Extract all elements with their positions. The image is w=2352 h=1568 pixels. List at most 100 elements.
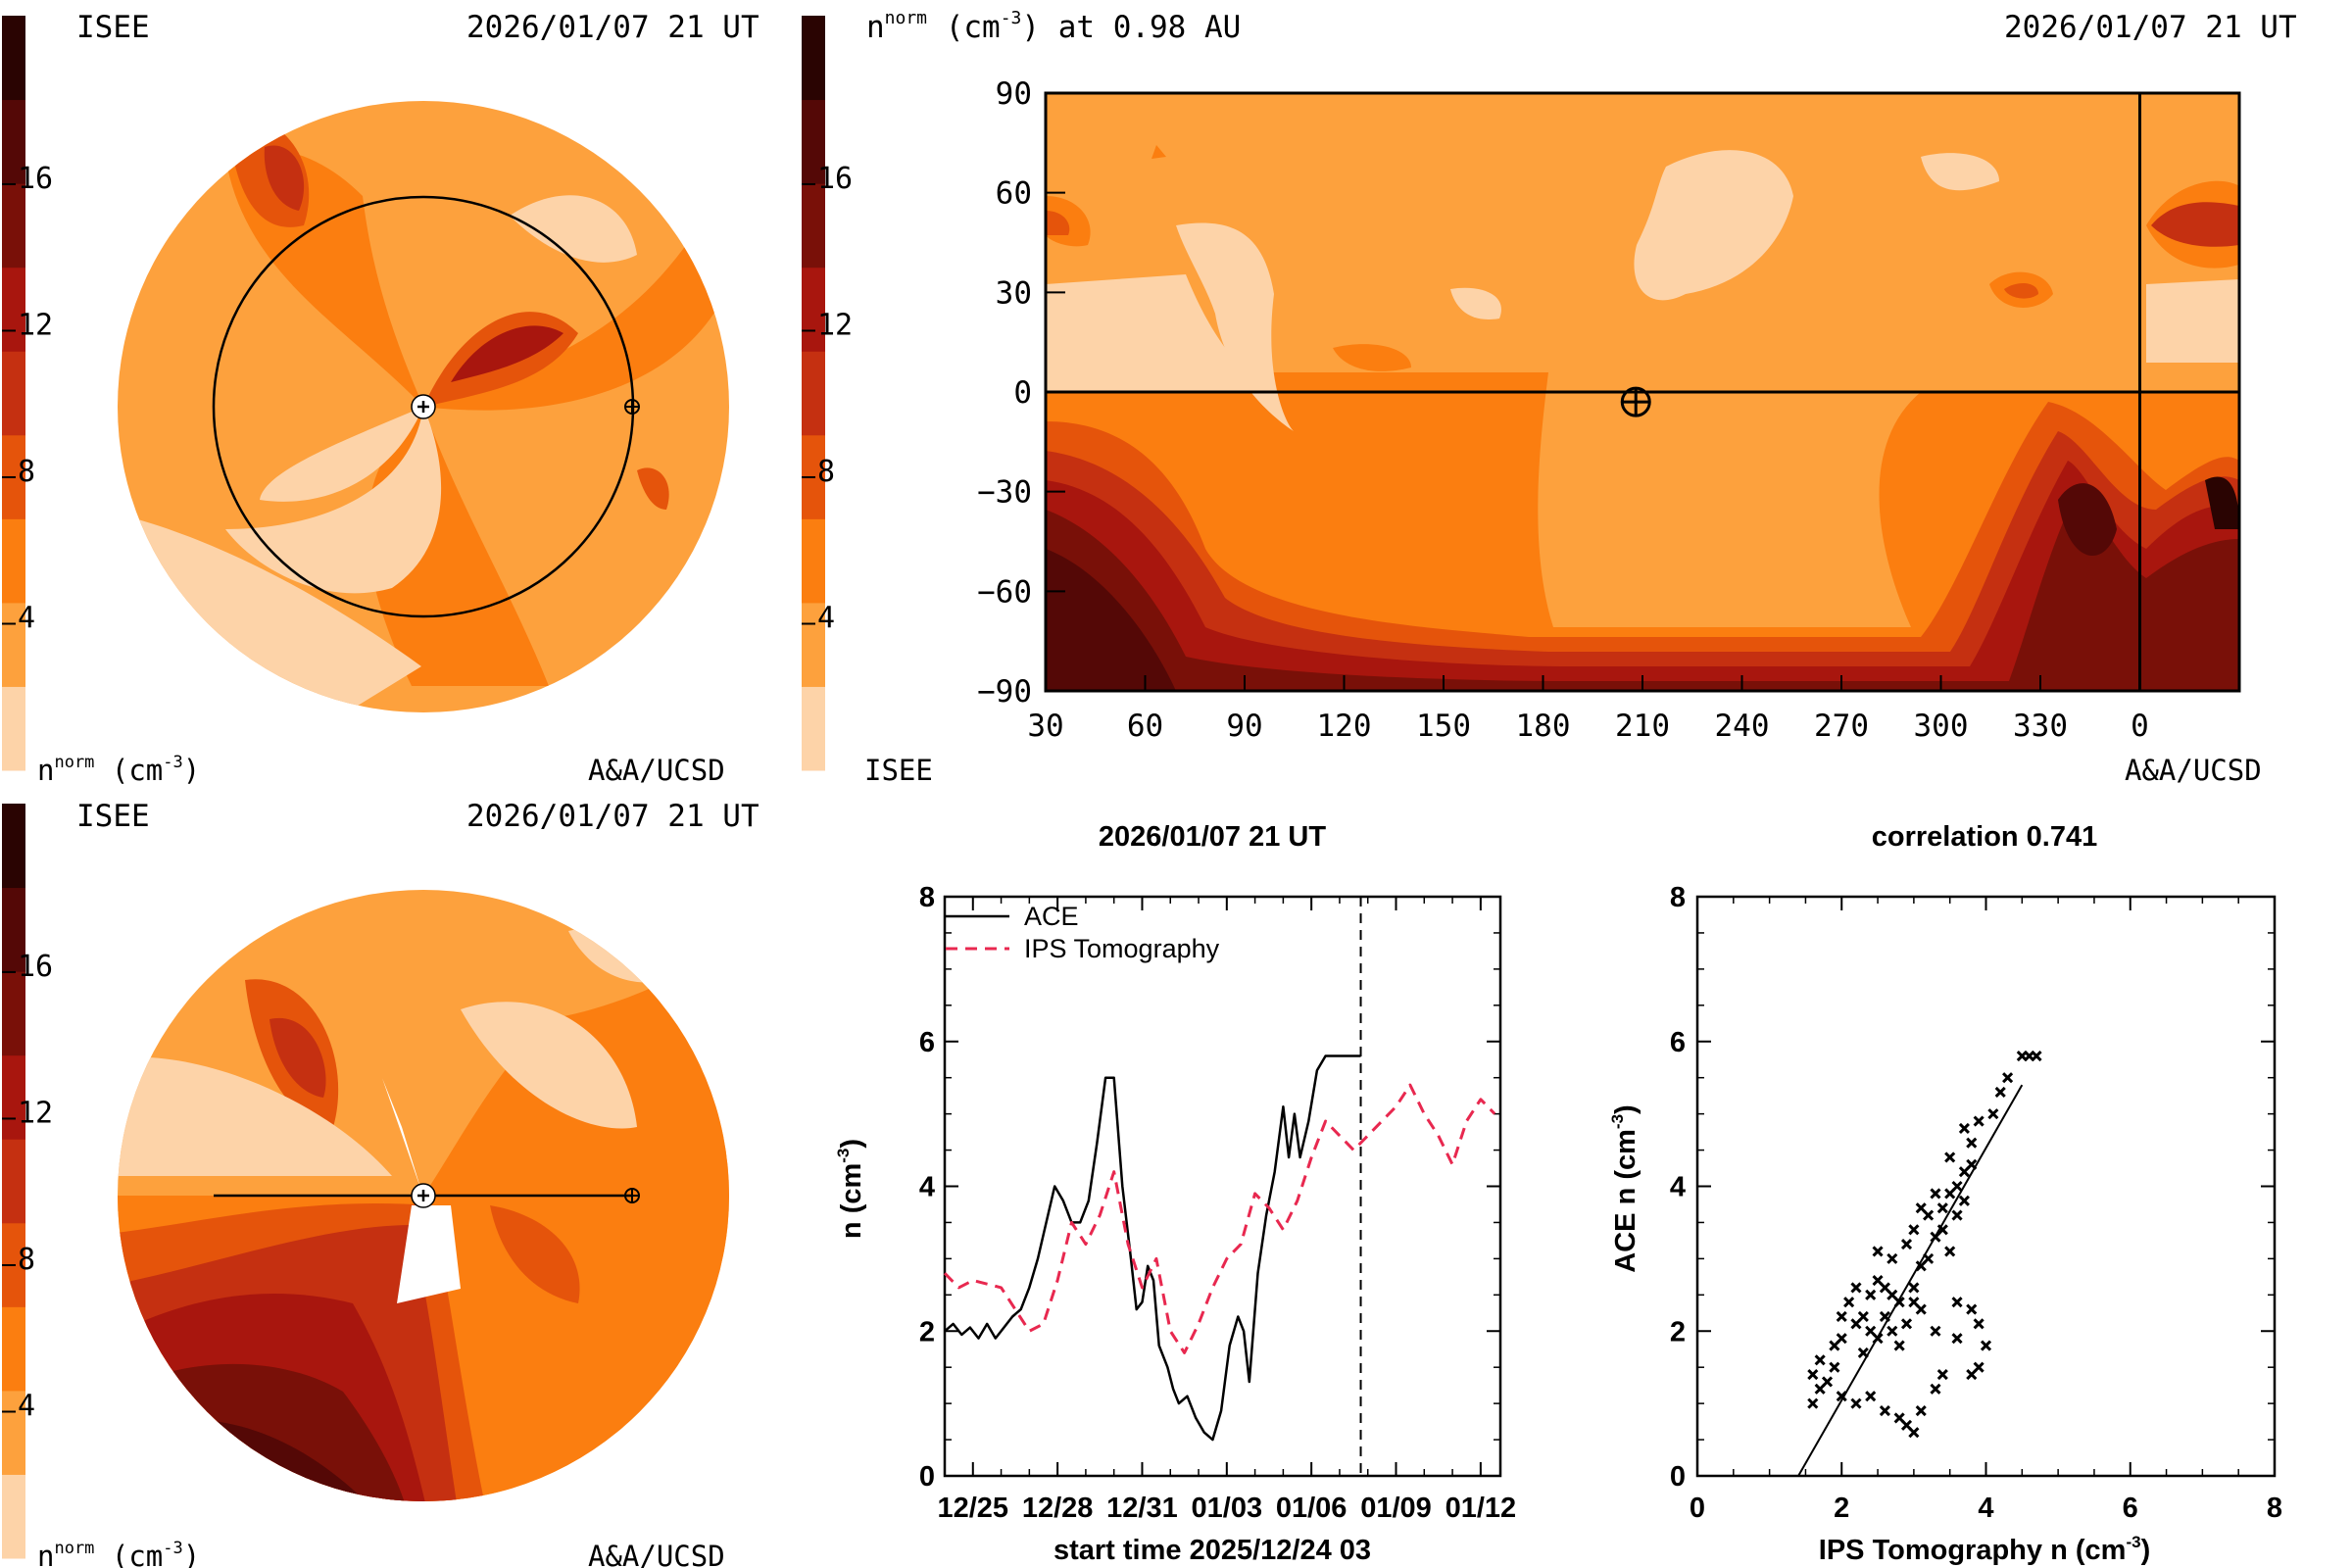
scatter-point: [2002, 1072, 2014, 1084]
colorbar-tick-label: 16: [18, 950, 53, 984]
scatter-point: [1936, 1369, 1948, 1381]
scatter-point: [1958, 1195, 1970, 1206]
density-region: [1176, 222, 1294, 431]
colorbar-band: [2, 1054, 25, 1140]
scatter-point: [1951, 1180, 1963, 1193]
colorbar-tick-label: 8: [18, 455, 35, 489]
synoptic-date: 2026/01/07 21 UT: [2004, 10, 2297, 45]
ecliptic-bottom-credit: A&A/UCSD: [588, 1540, 725, 1568]
data-gap-region: [397, 1205, 461, 1303]
scatter-axes: 0 2 4 6 8 0 2 4 6 8: [1670, 882, 2282, 1524]
ecliptic-top-label-left: ISEE: [76, 10, 150, 45]
synoptic-ytick-label: 0: [1013, 375, 1032, 411]
synoptic-xtick-label: 330: [2013, 709, 2068, 744]
scatter-point: [1850, 1282, 1862, 1294]
colorbar-band: [2, 99, 25, 184]
scatter-xlabel: IPS Tomography n (cm-3): [1819, 1533, 2150, 1566]
colorbar-band: [802, 686, 825, 771]
synoptic-ytick-label: 60: [996, 176, 1032, 212]
colorbar-tick-label: 12: [817, 308, 853, 342]
xtick-label: 12/25: [937, 1493, 1008, 1524]
ecliptic-bottom-units: nnorm (cm-3): [37, 1539, 200, 1568]
time-series-frame: [943, 895, 1502, 1478]
colorbar-tick-label: 12: [18, 308, 53, 342]
density-region: [1152, 145, 1166, 159]
ace-series-line: [944, 1054, 1361, 1442]
synoptic-label-left: ISEE: [864, 754, 933, 787]
scatter-ylabel: ACE n (cm-3): [1608, 1104, 1642, 1272]
regression-line: [1797, 1084, 2024, 1477]
synoptic-ytick-label: −60: [977, 574, 1032, 610]
ecliptic-top-credit: A&A/UCSD: [588, 754, 725, 787]
ytick-label: 8: [1670, 882, 1686, 913]
ytick-label: 0: [919, 1461, 935, 1493]
xtick-label: 12/31: [1106, 1493, 1178, 1524]
scatter-point: [1893, 1412, 1905, 1424]
earth-cross-icon: [625, 1189, 639, 1202]
scatter-point: [1944, 1246, 1956, 1257]
colorbar-band: [802, 267, 825, 352]
synoptic-xtick-label: 150: [1416, 709, 1471, 744]
scatter-point: [1951, 1297, 1963, 1308]
scatter-point: [1829, 1340, 1840, 1351]
scatter-point: [1821, 1376, 1834, 1388]
synoptic-xtick-label: 240: [1715, 709, 1770, 744]
scatter-point: [1886, 1325, 1898, 1337]
earth-cross-icon: [1622, 388, 1650, 416]
xtick-label: 0: [1690, 1493, 1705, 1524]
colorbar-band: [2, 686, 25, 771]
colorbar-band: [802, 183, 825, 269]
density-region: [637, 467, 669, 510]
scatter-point: [1973, 1115, 1984, 1127]
ecliptic-top-units: nnorm (cm-3): [37, 753, 200, 787]
synoptic-xtick-label: 210: [1615, 709, 1670, 744]
correlation-scatter-plot: correlation 0.741 0 2 4 6 8 0 2 4 6 8 IPS Tomogra…: [1608, 821, 2282, 1566]
ytick-label: 4: [1670, 1172, 1686, 1203]
time-series-title: 2026/01/07 21 UT: [1099, 821, 1326, 853]
scatter-point: [1879, 1404, 1890, 1417]
time-series-ylabel: n (cm-3): [834, 1139, 867, 1239]
ytick-label: 4: [919, 1172, 935, 1203]
legend-ace-label: ACE: [1024, 902, 1079, 931]
scatter-point: [1966, 1369, 1978, 1381]
scatter-point: [1966, 1158, 1978, 1170]
colorbar-band: [2, 804, 25, 889]
synoptic-xtick-label: 270: [1814, 709, 1869, 744]
scatter-point: [1958, 1122, 1970, 1134]
xtick-label: 4: [1978, 1493, 1993, 1524]
scatter-point: [1930, 1383, 1941, 1395]
colorbar-band: [2, 602, 25, 687]
density-region: [1046, 211, 1070, 235]
scatter-point: [1936, 1224, 1948, 1236]
ytick-label: 2: [919, 1316, 935, 1348]
synoptic-xtick-label: 90: [1226, 709, 1262, 744]
density-region: [423, 245, 725, 411]
scatter-point: [1857, 1347, 1869, 1358]
xtick-label: 6: [2123, 1493, 2138, 1524]
scatter-point: [1872, 1333, 1884, 1345]
scatter-point: [1923, 1252, 1935, 1264]
colorbar-band: [2, 971, 25, 1056]
xtick-label: 01/12: [1446, 1493, 1517, 1524]
ytick-label: 2: [1670, 1316, 1686, 1348]
scatter-point: [1900, 1239, 1913, 1250]
density-region: [270, 1017, 326, 1098]
xtick-label: 2: [1834, 1493, 1849, 1524]
density-region: [2205, 476, 2239, 529]
density-region: [2004, 282, 2038, 299]
scatter-point: [1836, 1310, 1847, 1323]
density-region: [225, 407, 442, 594]
scatter-point: [1807, 1397, 1819, 1409]
density-region: [1333, 344, 1411, 371]
scatter-point: [1879, 1310, 1890, 1323]
colorbar-synoptic: 16 12 8 4: [802, 16, 853, 771]
scatter-point: [1908, 1282, 1920, 1294]
synoptic-xtick-label: 60: [1127, 709, 1163, 744]
density-region: [490, 1205, 580, 1303]
xtick-label: 8: [2267, 1493, 2282, 1524]
ecliptic-bottom-label-left: ISEE: [76, 799, 150, 834]
scatter-point: [1829, 1361, 1840, 1373]
colorbar-tick-label: 4: [18, 1389, 35, 1423]
scatter-point: [1936, 1202, 1948, 1214]
